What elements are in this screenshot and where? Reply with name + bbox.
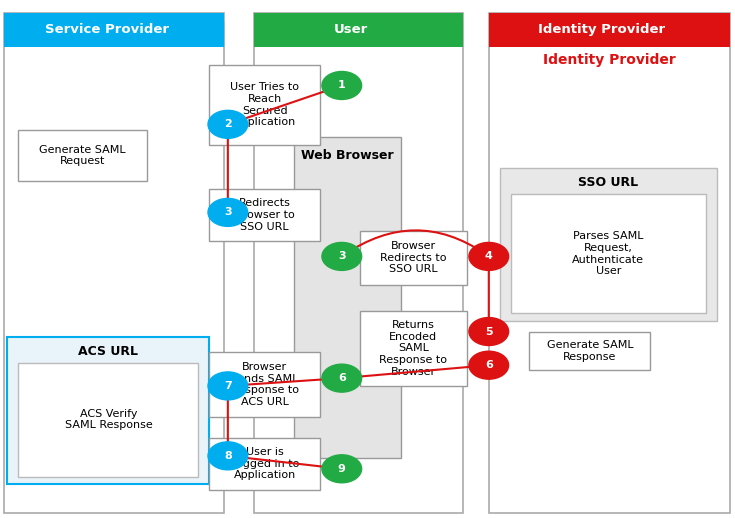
Text: Service Provider: Service Provider: [45, 23, 168, 36]
Text: Generate SAML
Request: Generate SAML Request: [40, 145, 126, 166]
Text: Redirects
Browser to
SSO URL: Redirects Browser to SSO URL: [234, 198, 295, 232]
Circle shape: [469, 318, 509, 346]
FancyBboxPatch shape: [529, 332, 650, 370]
Circle shape: [322, 242, 362, 270]
Text: ACS Verify
SAML Response: ACS Verify SAML Response: [65, 409, 152, 430]
Text: Identity Provider: Identity Provider: [539, 23, 665, 36]
Text: 1: 1: [338, 80, 345, 91]
Text: Parses SAML
Request,
Authenticate
User: Parses SAML Request, Authenticate User: [573, 232, 644, 276]
Circle shape: [322, 364, 362, 392]
Text: 3: 3: [338, 251, 345, 262]
FancyBboxPatch shape: [18, 363, 198, 477]
FancyBboxPatch shape: [209, 438, 320, 490]
Text: User: User: [334, 23, 368, 36]
FancyBboxPatch shape: [7, 337, 209, 484]
Text: Identity Provider: Identity Provider: [543, 52, 675, 67]
Text: 8: 8: [224, 451, 232, 461]
FancyBboxPatch shape: [294, 137, 401, 458]
FancyBboxPatch shape: [489, 13, 730, 513]
Text: 6: 6: [485, 360, 492, 370]
FancyBboxPatch shape: [4, 13, 224, 47]
FancyBboxPatch shape: [4, 13, 224, 513]
Text: Browser
Sends SAML
Response to
ACS URL: Browser Sends SAML Response to ACS URL: [230, 362, 299, 407]
Text: Web Browser: Web Browser: [301, 149, 394, 162]
FancyBboxPatch shape: [500, 168, 717, 321]
Text: Returns
Encoded
SAML
Response to
Browser: Returns Encoded SAML Response to Browser: [379, 320, 448, 377]
FancyBboxPatch shape: [254, 13, 463, 47]
Polygon shape: [450, 13, 463, 47]
FancyBboxPatch shape: [209, 65, 320, 145]
Text: User Tries to
Reach
Secured
Application: User Tries to Reach Secured Application: [230, 82, 299, 127]
Circle shape: [469, 242, 509, 270]
Text: 9: 9: [338, 464, 345, 474]
Circle shape: [322, 455, 362, 483]
FancyBboxPatch shape: [511, 194, 706, 313]
FancyBboxPatch shape: [209, 352, 320, 417]
Text: Browser
Redirects to
SSO URL: Browser Redirects to SSO URL: [380, 241, 447, 275]
Text: 2: 2: [224, 119, 232, 130]
Circle shape: [208, 110, 248, 138]
FancyBboxPatch shape: [360, 231, 467, 285]
Text: 6: 6: [338, 373, 345, 383]
Text: 4: 4: [485, 251, 492, 262]
Circle shape: [208, 198, 248, 226]
Text: User is
Logged in to
Application: User is Logged in to Application: [230, 447, 299, 480]
Polygon shape: [717, 13, 730, 47]
Text: 3: 3: [224, 207, 232, 218]
Circle shape: [469, 351, 509, 379]
FancyBboxPatch shape: [209, 189, 320, 241]
Text: 5: 5: [485, 326, 492, 337]
Text: 7: 7: [224, 381, 232, 391]
FancyBboxPatch shape: [254, 13, 463, 513]
Text: SSO URL: SSO URL: [578, 176, 638, 190]
Circle shape: [208, 442, 248, 470]
Text: ACS URL: ACS URL: [79, 344, 138, 358]
FancyBboxPatch shape: [360, 311, 467, 386]
FancyBboxPatch shape: [489, 13, 730, 47]
FancyBboxPatch shape: [18, 130, 147, 181]
Circle shape: [208, 372, 248, 400]
Polygon shape: [211, 13, 224, 47]
Text: Generate SAML
Response: Generate SAML Response: [547, 340, 633, 362]
Circle shape: [322, 71, 362, 99]
